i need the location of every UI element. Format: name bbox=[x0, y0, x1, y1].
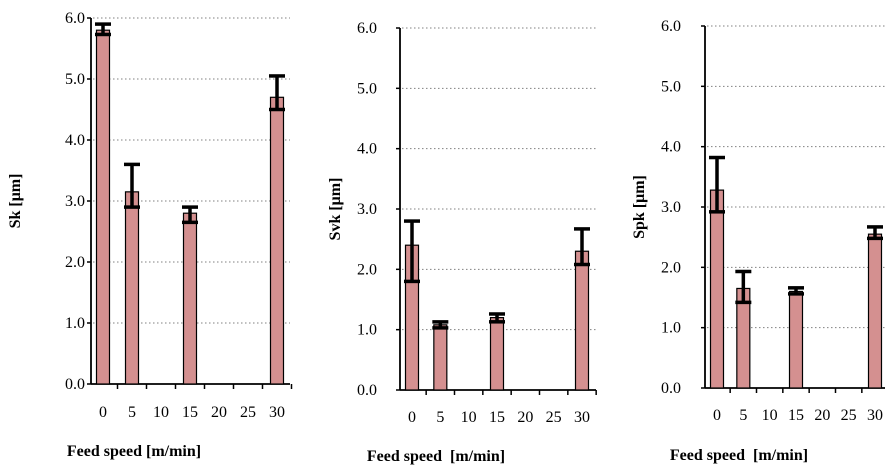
y-axis-title: Spk [μm] bbox=[631, 175, 648, 239]
x-tick-label: 10 bbox=[153, 404, 169, 421]
chart-panel-spk: 0.0 1.0 2.0 3.0 4.0 5.0 6.0 0 5 10 15 20 25 30 Spk [μm… bbox=[631, 18, 885, 464]
bar bbox=[95, 29, 111, 385]
y-axis-title: Svk [μm] bbox=[327, 178, 344, 241]
y-tick-label: 1.0 bbox=[357, 322, 377, 339]
y-tick-label: 4.0 bbox=[357, 141, 377, 158]
x-tick-label: 20 bbox=[814, 407, 830, 424]
y-tick-label: 5.0 bbox=[65, 71, 85, 88]
y-tick-label: 2.0 bbox=[65, 254, 85, 271]
x-tick-label: 25 bbox=[240, 404, 256, 421]
x-axis-title: Feed speed [m/min] bbox=[67, 443, 201, 460]
x-tick-label: 10 bbox=[762, 407, 778, 424]
y-tick-label: 4.0 bbox=[661, 139, 681, 156]
x-tick-label: 30 bbox=[867, 407, 883, 424]
x-tick-label: 25 bbox=[841, 407, 857, 424]
x-tick-label: 5 bbox=[436, 409, 444, 426]
bar bbox=[709, 189, 725, 389]
y-tick-label: 6.0 bbox=[661, 18, 681, 35]
bar bbox=[867, 233, 883, 389]
x-tick-label: 5 bbox=[128, 404, 136, 421]
y-axis-title: Sk [μm] bbox=[7, 174, 24, 229]
chart-panel-svk: 0.0 1.0 2.0 3.0 4.0 5.0 6.0 0 5 10 15 20 25 30 Svk [μm… bbox=[327, 20, 597, 465]
x-tick-label: 30 bbox=[574, 409, 590, 426]
bar bbox=[489, 317, 505, 391]
y-tick-label: 1.0 bbox=[661, 320, 681, 337]
y-tick-label: 3.0 bbox=[661, 199, 681, 216]
y-tick-label: 2.0 bbox=[357, 261, 377, 278]
bar bbox=[269, 96, 285, 385]
y-tick-label: 0.0 bbox=[661, 380, 681, 397]
x-tick-label: 10 bbox=[461, 409, 477, 426]
x-tick-label: 20 bbox=[211, 404, 227, 421]
x-axis-title: Feed speed [m/min] bbox=[367, 448, 505, 465]
x-tick-label: 0 bbox=[99, 404, 107, 421]
y-tick-label: 2.0 bbox=[661, 259, 681, 276]
x-tick-label: 15 bbox=[489, 409, 505, 426]
x-tick-label: 30 bbox=[269, 404, 285, 421]
bar bbox=[182, 212, 198, 385]
x-tick-label: 15 bbox=[788, 407, 804, 424]
y-tick-label: 6.0 bbox=[65, 10, 85, 27]
bar bbox=[433, 324, 448, 391]
x-axis-title: Feed speed [m/min] bbox=[670, 447, 808, 464]
chart-panel-sk: 0.0 1.0 2.0 3.0 4.0 5.0 6.0 0 5 10 15 20 25 30 Sk [μm]… bbox=[7, 10, 293, 460]
x-tick-label: 25 bbox=[546, 409, 562, 426]
y-tick-label: 0.0 bbox=[65, 376, 85, 393]
x-tick-label: 5 bbox=[739, 407, 747, 424]
y-tick-label: 1.0 bbox=[65, 315, 85, 332]
y-tick-label: 5.0 bbox=[661, 78, 681, 95]
x-tick-label: 15 bbox=[182, 404, 198, 421]
x-tick-label: 0 bbox=[408, 409, 416, 426]
bar bbox=[124, 191, 140, 385]
x-tick-label: 20 bbox=[517, 409, 533, 426]
bar bbox=[574, 250, 590, 391]
y-tick-label: 0.0 bbox=[357, 382, 377, 399]
y-tick-label: 5.0 bbox=[357, 80, 377, 97]
y-tick-label: 4.0 bbox=[65, 132, 85, 149]
y-tick-label: 6.0 bbox=[357, 20, 377, 37]
x-tick-label: 0 bbox=[713, 407, 721, 424]
bar bbox=[788, 290, 804, 389]
y-tick-label: 3.0 bbox=[357, 201, 377, 218]
y-tick-label: 3.0 bbox=[65, 193, 85, 210]
